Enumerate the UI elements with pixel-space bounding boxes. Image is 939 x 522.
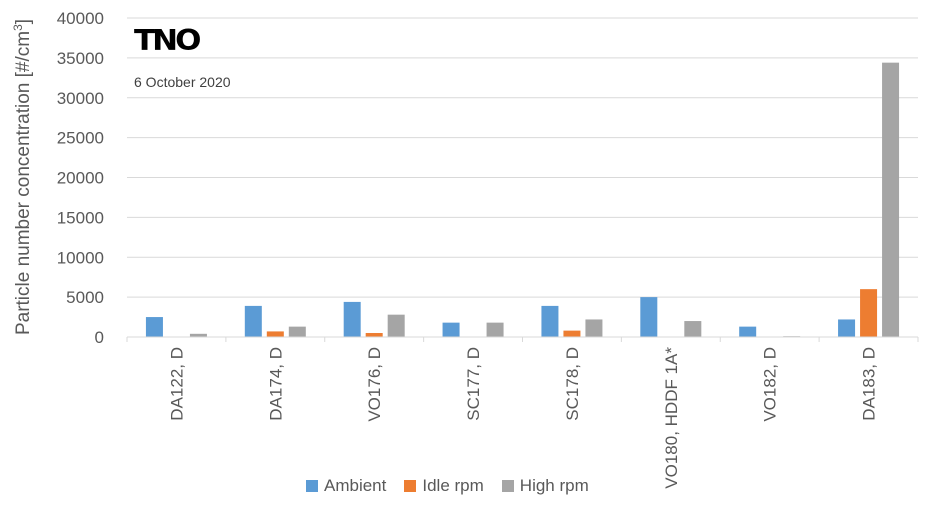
tno-logo: TNO [134, 24, 201, 58]
bar-ambient [739, 326, 757, 337]
bar-high-rpm [387, 314, 405, 337]
bar-ambient [541, 305, 559, 337]
x-category-label: SC178, D [563, 347, 582, 421]
legend: Ambient Idle rpm High rpm [306, 476, 607, 496]
x-category-label: DA183, D [860, 347, 879, 421]
y-tick-label: 5000 [66, 288, 104, 307]
bar-ambient [244, 305, 262, 337]
y-tick-label: 10000 [57, 248, 104, 267]
y-tick-label: 25000 [57, 129, 104, 148]
y-axis-label: Particle number concentration [#/cm3] [11, 19, 34, 335]
bar-high-rpm [288, 326, 306, 337]
legend-item-high-rpm: High rpm [501, 476, 589, 496]
y-tick-label: 30000 [57, 89, 104, 108]
bar-ambient [343, 301, 361, 337]
bar-high-rpm [486, 322, 504, 337]
y-tick-label: 20000 [57, 169, 104, 188]
x-category-label: VO176, D [365, 347, 384, 422]
y-tick-label: 0 [95, 328, 104, 347]
bar-ambient [838, 319, 856, 337]
y-tick-label: 15000 [57, 208, 104, 227]
legend-swatch [306, 480, 318, 492]
legend-item-idle-rpm: Idle rpm [404, 476, 484, 496]
x-category-label: SC177, D [464, 347, 483, 421]
bar-idle-rpm [860, 289, 878, 337]
legend-label: Idle rpm [422, 476, 484, 495]
bar-high-rpm [684, 321, 702, 337]
legend-item-ambient: Ambient [306, 476, 386, 496]
bar-ambient [640, 297, 658, 337]
bar-ambient [442, 322, 460, 337]
legend-swatch [501, 480, 514, 492]
bar-high-rpm [189, 333, 207, 337]
y-axis-ticks: 0 5000 10000 15000 20000 25000 30000 35000 40000 [57, 9, 104, 347]
bar-idle-rpm [266, 331, 284, 337]
bar-high-rpm [882, 62, 900, 337]
legend-swatch [404, 480, 417, 492]
y-tick-label: 40000 [57, 9, 104, 28]
x-category-label: DA122, D [167, 347, 186, 421]
bar-idle-rpm [563, 330, 581, 337]
x-axis-categories: DA122, D DA174, D VO176, D SC177, D SC178, D… [126, 337, 919, 489]
bar-ambient [145, 317, 163, 337]
chart-date: 6 October 2020 [134, 74, 231, 90]
legend-label: Ambient [324, 476, 387, 495]
x-category-label: VO180, HDDF 1A* [662, 347, 681, 489]
bar-idle-rpm [365, 333, 383, 337]
bars [145, 62, 900, 337]
bar-high-rpm [585, 319, 603, 337]
x-category-label: VO182, D [761, 347, 780, 422]
gridlines [127, 17, 918, 298]
y-tick-label: 35000 [57, 49, 104, 68]
x-category-label: DA174, D [266, 347, 285, 421]
legend-label: High rpm [519, 476, 589, 495]
